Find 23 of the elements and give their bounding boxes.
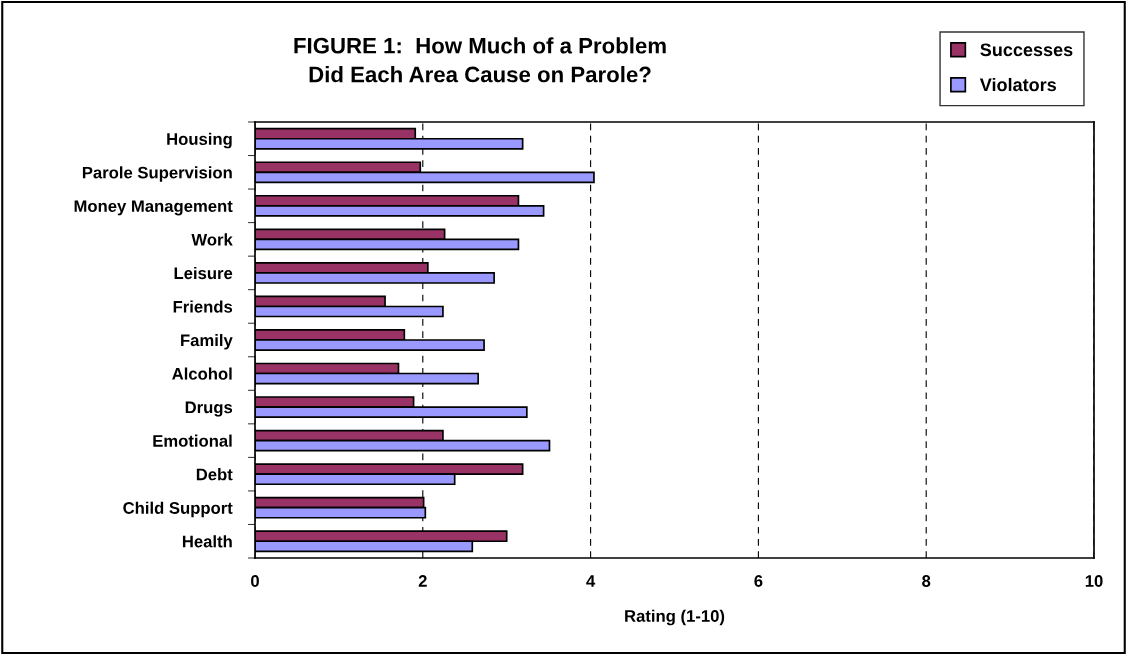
y-tick-label: Housing [167, 132, 232, 149]
y-tick-label: Family [181, 333, 233, 350]
y-tick-label: Work [191, 233, 233, 246]
y-tick-label: Health [182, 535, 232, 548]
x-tick-label: 2 [418, 575, 427, 587]
y-tick-label: Drugs [185, 401, 233, 417]
chart-title: FIGURE 1: How Much of a Problem Did Each Area Cause on Parole? [294, 37, 666, 83]
y-tick-label: Money Management [74, 200, 233, 216]
y-tick-label: Emotional [153, 434, 232, 447]
x-tick-label: 10 [1085, 575, 1103, 587]
x-tick-label: 8 [922, 575, 931, 587]
y-tick-label: Alcohol [172, 367, 232, 380]
x-axis-title: Rating (1-10) [625, 609, 725, 626]
y-tick-label: Child Support [123, 501, 233, 518]
x-tick-label: 4 [586, 575, 596, 587]
y-tick-label: Leisure [174, 266, 233, 280]
y-tick-label: Parole Supervision [82, 166, 232, 182]
x-tick-label: 0 [251, 575, 259, 587]
y-tick-label: Friends [173, 300, 233, 313]
legend-label: Violators [979, 77, 1056, 92]
y-tick-label: Debt [196, 468, 233, 481]
legend-label: Successes [980, 43, 1073, 57]
x-tick-label: 6 [754, 575, 763, 587]
